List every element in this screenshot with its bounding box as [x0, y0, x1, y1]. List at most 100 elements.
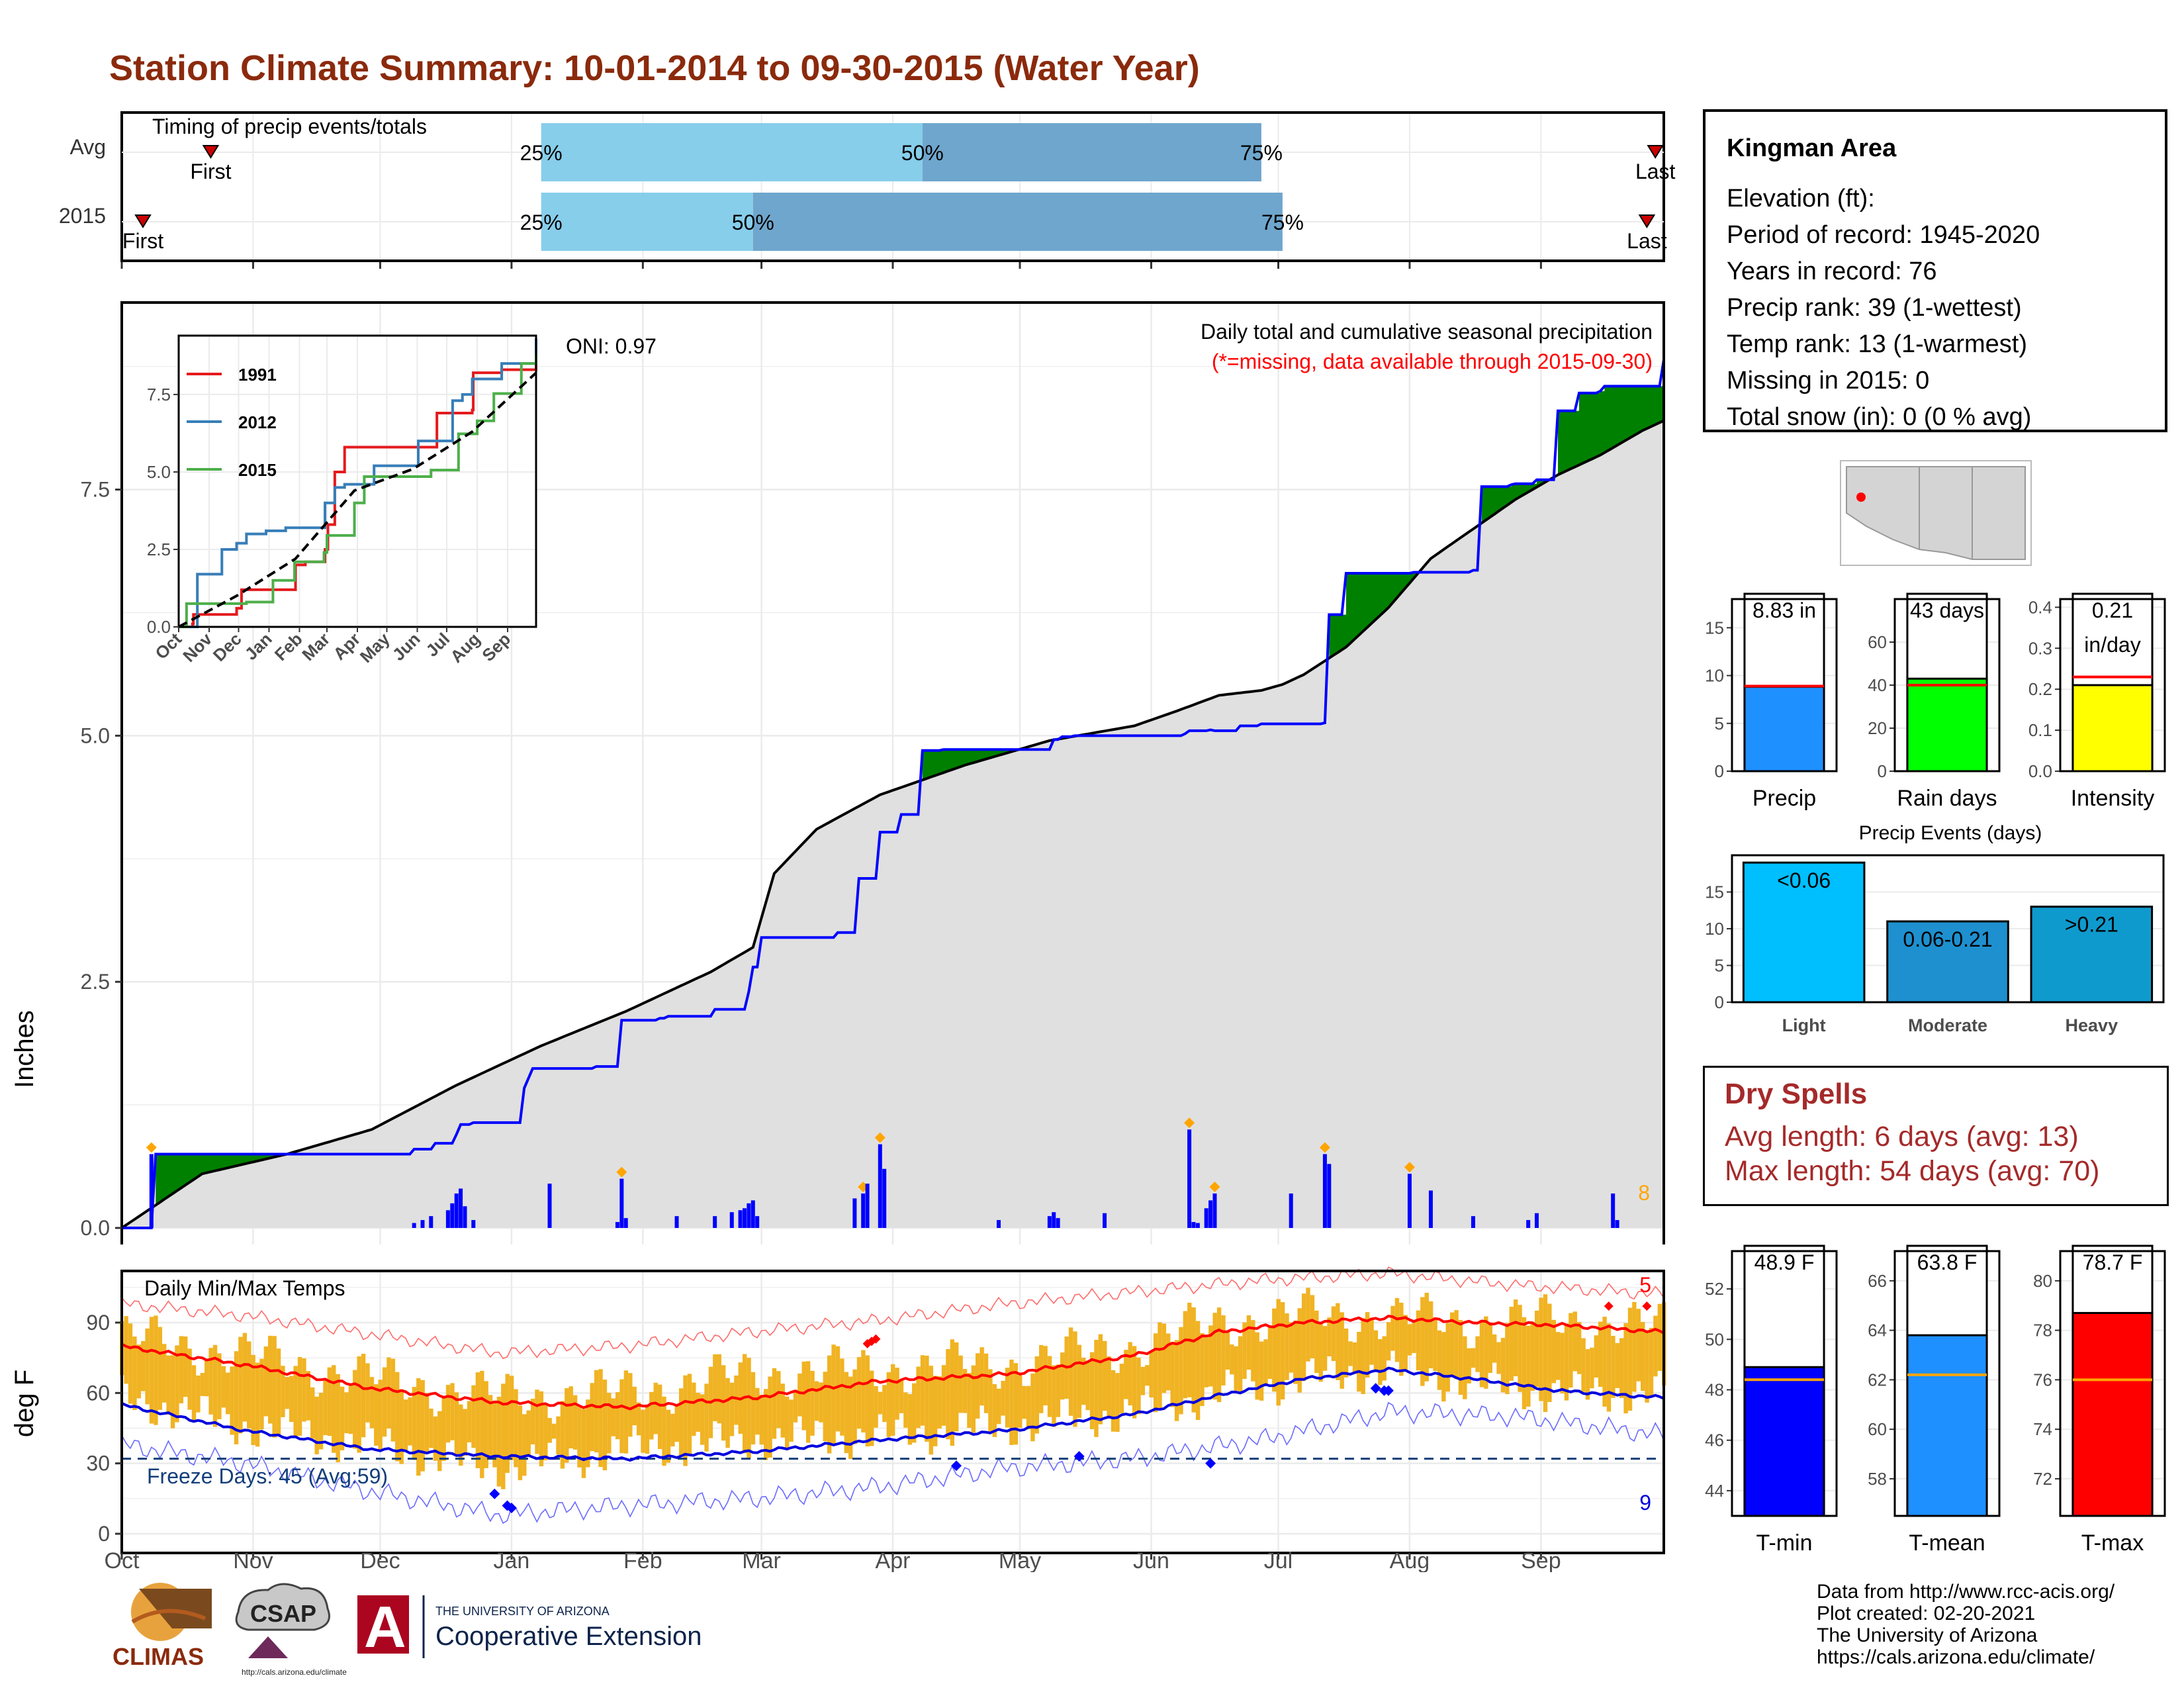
daily-precip-bar — [1471, 1216, 1475, 1228]
daily-temp-bar — [1399, 1302, 1404, 1376]
daily-precip-bar — [459, 1188, 463, 1228]
record-low-marker — [1370, 1383, 1381, 1394]
daily-temp-bar — [678, 1388, 684, 1456]
daily-temp-bar — [1077, 1344, 1082, 1418]
daily-temp-bar — [734, 1375, 739, 1425]
daily-temp-bar — [763, 1389, 768, 1460]
daily-temp-bar — [1068, 1327, 1073, 1416]
inset-y-tick-label: 0.0 — [147, 617, 171, 637]
daily-precip-bar — [454, 1193, 459, 1228]
daily-precip-bar — [742, 1208, 747, 1228]
info-missing: Missing in 2015: 0 — [1727, 367, 1930, 395]
daily-temp-bar — [1445, 1323, 1450, 1392]
daily-temp-bar — [1200, 1333, 1205, 1407]
bar-chart-category-label: T-max — [2081, 1530, 2144, 1556]
daily-temp-bar — [1471, 1348, 1476, 1368]
daily-temp-bar — [175, 1345, 179, 1423]
daily-temp-bar — [653, 1382, 658, 1434]
daily-temp-bar — [801, 1361, 806, 1430]
daily-temp-bar — [1089, 1352, 1095, 1430]
daily-temp-bar — [441, 1397, 446, 1461]
daily-temp-bar — [1170, 1342, 1175, 1407]
daily-temp-bar — [1103, 1340, 1107, 1411]
daily-temp-bar — [1301, 1293, 1306, 1382]
events-frame — [1731, 854, 2165, 1004]
daily-temp-bar — [276, 1348, 281, 1435]
temp-title: Daily Min/Max Temps — [144, 1276, 345, 1300]
daily-temp-bar — [450, 1383, 455, 1440]
timing-label-75: 75% — [1240, 141, 1283, 165]
daily-precip-bar — [751, 1200, 755, 1228]
climas-text: CLIMAS — [113, 1643, 204, 1670]
bar-chart-y-tick-label: 44 — [1705, 1481, 1724, 1501]
daily-temp-bar — [357, 1356, 361, 1453]
daily-temp-bar — [666, 1409, 671, 1463]
daily-temp-bar — [657, 1384, 662, 1450]
daily-temp-bar — [662, 1396, 666, 1466]
timing-label-50: 50% — [732, 211, 774, 234]
month-label: Jun — [1133, 1548, 1169, 1572]
precip-record-marker — [616, 1166, 627, 1178]
precip-total-bar-chart: 0 5 10 15 8.83 in Precip — [1705, 592, 1838, 811]
daily-temp-bar — [387, 1357, 391, 1429]
precip-y-ticks: 0.0 2.5 5.0 7.5 — [81, 478, 122, 1240]
daily-temp-bar — [937, 1376, 942, 1429]
precip-y-tick-label: 5.0 — [81, 724, 110, 747]
average-min-line — [121, 1366, 1664, 1462]
bar-chart-y-tick-label: 64 — [1868, 1321, 1887, 1340]
daily-temp-bar — [1336, 1303, 1340, 1380]
temp-panel: 0 30 60 90 Oct Nov Dec Jan Feb Mar Apr May Jun Jul Au… — [10, 1266, 1666, 1572]
daily-temp-bar — [344, 1392, 349, 1434]
precip-title: Daily total and cumulative seasonal prec… — [1201, 320, 1653, 344]
daily-temp-bar — [293, 1366, 298, 1438]
record-low-count: 9 — [1639, 1491, 1651, 1515]
daily-temp-bar — [594, 1370, 599, 1453]
daily-temp-bar — [263, 1346, 269, 1417]
daily-temp-bar — [1475, 1336, 1480, 1372]
dry-spells-title: Dry Spells — [1725, 1078, 1868, 1110]
daily-temp-bar — [1238, 1336, 1243, 1394]
intensity-bar-chart: 0.0 0.1 0.2 0.3 0.4 0.21 in/day Intensity — [2028, 592, 2166, 811]
daily-temp-bar — [361, 1354, 366, 1438]
events-bar-label: >0.21 — [2065, 913, 2118, 937]
daily-temp-bar — [141, 1340, 146, 1391]
csap-cloud — [235, 1583, 330, 1631]
daily-temp-bar — [607, 1393, 612, 1454]
month-label: May — [999, 1548, 1041, 1572]
daily-temp-bar — [1390, 1305, 1395, 1351]
daily-temp-bar — [1551, 1319, 1556, 1383]
daily-temp-bar — [459, 1404, 463, 1466]
climas-shape — [139, 1589, 212, 1628]
daily-temp-bar — [1509, 1306, 1514, 1381]
daily-temp-bar — [983, 1353, 989, 1413]
daily-temp-bar — [933, 1376, 938, 1446]
ua-letter: A — [364, 1594, 406, 1660]
daily-temp-bar — [289, 1376, 294, 1423]
daily-temp-bar — [1598, 1321, 1603, 1387]
record-low-marker — [1073, 1451, 1085, 1462]
daily-temp-bar — [221, 1366, 226, 1408]
daily-temp-bar — [1420, 1297, 1425, 1386]
daily-temp-bar — [1496, 1342, 1501, 1374]
daily-temp-bar — [1009, 1359, 1014, 1445]
daily-temp-bar — [1187, 1302, 1192, 1397]
daily-temp-bar — [869, 1370, 874, 1446]
daily-temp-bar — [170, 1355, 175, 1429]
daily-temp-bar — [154, 1315, 158, 1425]
daily-temp-bar — [1145, 1365, 1150, 1386]
daily-temp-bar — [1615, 1342, 1619, 1388]
daily-temp-bar — [958, 1355, 963, 1413]
daily-temp-bar — [1484, 1316, 1488, 1389]
daily-temp-bar — [306, 1371, 311, 1421]
daily-temp-bar — [602, 1380, 608, 1471]
daily-temp-bar — [1463, 1336, 1467, 1399]
daily-temp-bar — [1166, 1333, 1171, 1391]
daily-temp-bar — [1085, 1360, 1090, 1411]
station-info-box: Kingman Area Elevation (ft): Period of r… — [1703, 109, 2167, 432]
daily-temp-bar — [1174, 1340, 1179, 1421]
daily-temp-bar — [149, 1317, 154, 1424]
timing-label: Timing of precip events/totals — [152, 115, 427, 138]
bar-chart-y-tick-label: 0.4 — [2028, 597, 2052, 617]
daily-temp-bar — [569, 1386, 573, 1449]
precip-events-chart: Precip Events (days) 0 5 10 15 <0.06 Light 0.0… — [1705, 822, 2165, 1035]
